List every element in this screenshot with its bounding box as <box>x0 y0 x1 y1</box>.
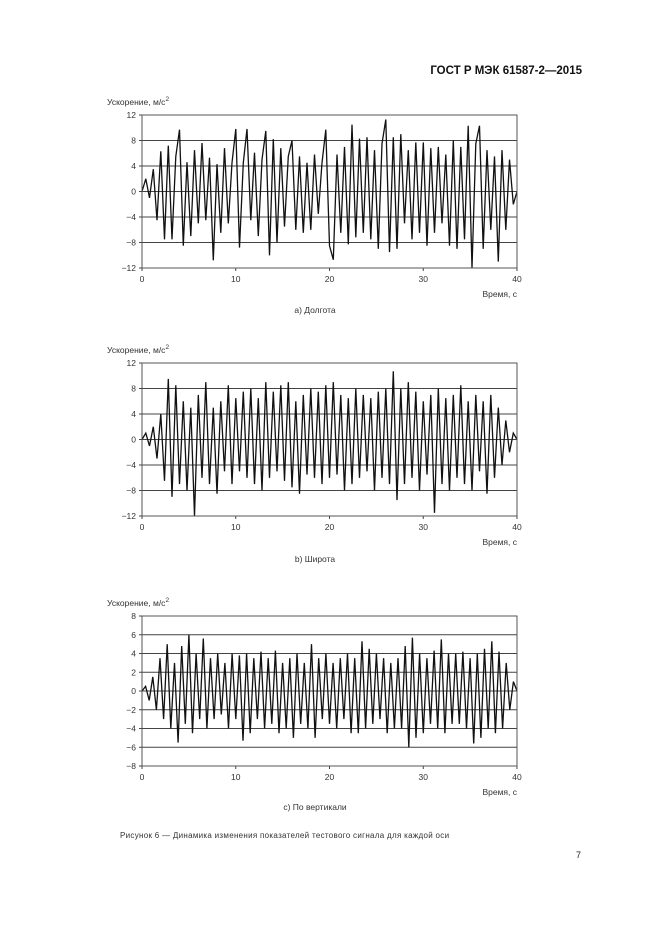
x-tick-label: 30 <box>419 772 429 782</box>
x-tick-label: 20 <box>325 772 335 782</box>
y-tick-label: 2 <box>131 667 136 677</box>
y-tick-label: 0 <box>131 435 136 445</box>
chart-caption-b: b) Широта <box>294 554 336 564</box>
x-tick-label: 10 <box>231 274 241 284</box>
y-axis-label-text: Ускорение, м/с <box>107 97 166 107</box>
y-tick-label: 8 <box>131 611 136 621</box>
y-tick-label: −12 <box>122 263 137 273</box>
y-tick-label: −6 <box>126 742 136 752</box>
x-tick-label: 40 <box>512 772 522 782</box>
y-axis-label-superscript: 2 <box>165 96 169 103</box>
y-tick-label: 4 <box>131 409 136 419</box>
y-axis-label-text: Ускорение, м/с <box>107 345 166 355</box>
y-tick-label: 8 <box>131 384 136 394</box>
y-axis-label: Ускорение, м/с2 <box>107 96 169 107</box>
y-axis-label: Ускорение, м/с2 <box>107 344 169 355</box>
y-tick-label: 12 <box>127 110 137 120</box>
x-tick-label: 0 <box>140 772 145 782</box>
x-tick-label: 40 <box>512 274 522 284</box>
x-axis-label: Время, с <box>482 537 517 547</box>
x-tick-label: 30 <box>419 522 429 532</box>
y-tick-label: −4 <box>126 724 136 734</box>
y-axis-label-superscript: 2 <box>165 597 169 604</box>
figure-caption: Рисунок 6 — Динамика изменения показател… <box>120 831 450 840</box>
signal-line <box>141 371 518 517</box>
plot-frame <box>141 362 518 517</box>
y-tick-label: −2 <box>126 705 136 715</box>
y-tick-label: 8 <box>131 136 136 146</box>
x-tick-label: 30 <box>419 274 429 284</box>
x-tick-label: 0 <box>140 274 145 284</box>
y-tick-label: 0 <box>131 686 136 696</box>
y-tick-label: −4 <box>126 460 136 470</box>
y-axis-label: Ускорение, м/с2 <box>107 597 169 608</box>
x-tick-label: 20 <box>325 274 335 284</box>
y-tick-label: 0 <box>131 187 136 197</box>
x-tick-label: 10 <box>231 522 241 532</box>
y-tick-label: −8 <box>126 761 136 771</box>
y-tick-label: −12 <box>122 511 137 521</box>
x-tick-label: 40 <box>512 522 522 532</box>
plot-frame <box>141 114 518 269</box>
y-tick-label: −8 <box>126 238 136 248</box>
chart-caption-a: a) Долгота <box>294 305 336 315</box>
document-id-header: ГОСТ Р МЭК 61587-2—2015 <box>430 65 582 77</box>
y-tick-label: 4 <box>131 161 136 171</box>
page-number: 7 <box>576 850 582 860</box>
x-tick-label: 20 <box>325 522 335 532</box>
x-tick-label: 10 <box>231 772 241 782</box>
y-tick-label: −8 <box>126 486 136 496</box>
x-tick-label: 0 <box>140 522 145 532</box>
y-axis-label-superscript: 2 <box>165 344 169 351</box>
y-tick-label: 12 <box>127 358 137 368</box>
y-tick-label: 4 <box>131 649 136 659</box>
chart-caption-c: c) По вертикали <box>283 802 347 812</box>
signal-line <box>141 119 518 269</box>
y-axis-label-text: Ускорение, м/с <box>107 598 166 608</box>
signal-line <box>141 634 518 748</box>
y-tick-label: 6 <box>131 630 136 640</box>
x-axis-label: Время, с <box>482 787 517 797</box>
y-tick-label: −4 <box>126 212 136 222</box>
plot-frame <box>141 615 518 767</box>
x-axis-label: Время, с <box>482 289 517 299</box>
